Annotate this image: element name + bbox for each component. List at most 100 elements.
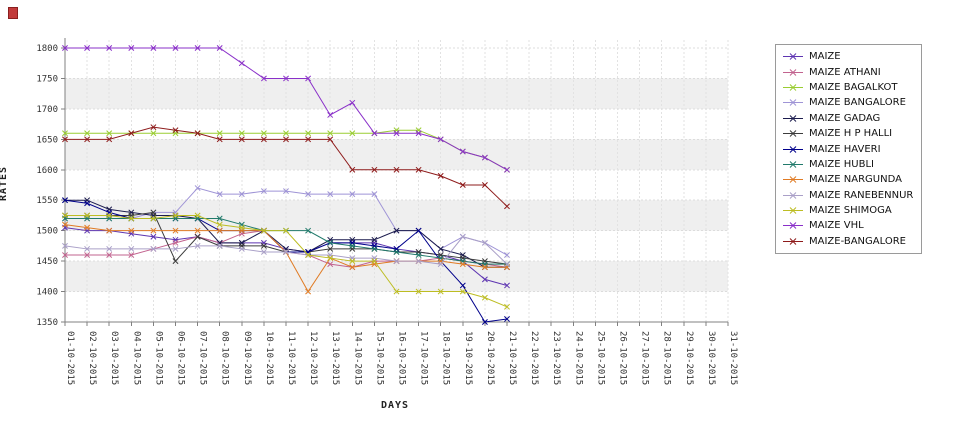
legend-label: MAIZE ATHANI [809,66,881,78]
legend-marker-icon [783,207,803,214]
x-tick-label: 29-10-2015 [684,331,694,385]
legend-marker-icon [783,68,803,76]
x-tick-label: 16-10-2015 [397,331,407,385]
series-marker-x-icon [194,233,201,240]
legend-item-maize-bangalore: MAIZE-BANGALORE [782,234,913,249]
x-tick-label: 02-10-2015 [87,331,97,385]
series-marker-x-icon [150,233,157,240]
series-marker-x-icon [216,227,223,234]
legend-item-maize-shimoga: MAIZE SHIMOGA [782,203,913,218]
x-tick-label: 07-10-2015 [198,331,208,385]
series-marker-x-icon [371,245,378,252]
series-marker-x-icon [84,136,91,143]
series-marker-x-icon [481,294,488,301]
legend-label: MAIZE NARGUNDA [809,174,902,186]
series-marker-x-icon [283,249,289,255]
x-tick-label: 17-10-2015 [419,331,429,385]
legend-marker-icon [783,53,803,61]
series-marker-x-icon [62,130,68,137]
legend-item-maize-ranebennur: MAIZE RANEBENNUR [782,188,913,203]
series-marker-x-icon [216,221,223,228]
series-marker-x-icon [150,245,157,252]
series-marker-x-icon [393,130,400,137]
series-marker-x-icon [150,215,157,222]
series-marker-x-icon [84,212,91,219]
series-marker-x-icon [194,130,201,137]
series-marker-x-icon [305,75,312,82]
series-marker-x-icon [172,258,179,265]
series-marker-x-icon [128,252,135,258]
x-tick-label: 26-10-2015 [618,331,628,385]
series-marker-x-icon [216,130,223,137]
legend-label: MAIZE RANEBENNUR [809,189,914,201]
series-marker-x-icon [260,130,267,137]
series-marker-x-icon [128,45,135,51]
x-tick-label: 04-10-2015 [131,331,141,385]
series-marker-x-icon [260,188,267,195]
y-tick-label: 1400 [36,288,58,298]
series-marker-x-icon [150,130,157,137]
series-marker-x-icon [260,136,267,143]
series-marker-x-icon [84,200,91,207]
series-marker-x-icon [238,191,245,198]
series-marker-x-icon [459,148,466,155]
series-marker-x-icon [172,239,179,246]
legend-label: MAIZE HAVERI [809,143,881,155]
series-marker-x-icon [327,112,334,118]
series-marker-x-icon [504,261,510,268]
series-marker-x-icon [238,130,245,137]
x-tick-label: 14-10-2015 [352,331,362,385]
y-tick-label: 1550 [36,196,58,206]
x-tick-label: 12-10-2015 [308,331,318,385]
series-marker-x-icon [106,45,113,51]
series-marker-x-icon [260,242,267,249]
series-marker-x-icon [305,191,312,198]
x-tick-label: 23-10-2015 [551,331,561,385]
series-marker-x-icon [437,172,444,179]
series-marker-x-icon [393,227,400,234]
x-tick-label: 15-10-2015 [374,331,384,385]
x-tick-label: 21-10-2015 [507,331,517,385]
series-marker-x-icon [194,185,201,191]
series-marker-x-icon [327,191,334,198]
series-marker-x-icon [437,245,444,252]
series-marker-x-icon [84,45,91,51]
series-marker-x-icon [84,130,91,137]
legend-marker-icon [783,161,803,168]
x-tick-label: 03-10-2015 [109,331,119,385]
series-marker-x-icon [62,252,68,258]
series-marker-x-icon [62,45,68,51]
x-tick-label: 01-10-2015 [65,331,75,385]
series-marker-x-icon [349,130,356,137]
series-marker-x-icon [415,166,422,173]
series-marker-x-icon [371,166,378,173]
x-tick-label: 30-10-2015 [706,331,716,385]
series-marker-x-icon [415,130,422,137]
series-marker-x-icon [172,227,179,234]
legend-item-maize-haveri: MAIZE HAVERI [782,141,913,156]
legend-marker-icon [783,222,803,230]
x-tick-label: 27-10-2015 [640,331,650,385]
legend-marker-icon [783,99,803,107]
legend-label: MAIZE SHIMOGA [809,205,892,217]
series-marker-x-icon [238,224,245,231]
series-marker-x-icon [106,227,113,234]
x-axis-title: DAYS [380,400,410,411]
series-marker-x-icon [349,264,356,271]
series-marker-x-icon [150,124,157,131]
series-marker-x-icon [415,288,422,295]
series-marker-x-icon [128,215,135,222]
series-marker-x-icon [238,60,245,67]
legend-item-maize-vhl: MAIZE VHL [782,218,913,233]
series-marker-x-icon [504,252,510,258]
series-marker-x-icon [437,136,444,143]
series-marker-x-icon [106,252,113,258]
legend-label: MAIZE GADAG [809,112,881,124]
y-tick-label: 1450 [36,257,58,267]
series-marker-x-icon [216,242,223,249]
x-tick-label: 28-10-2015 [662,331,672,385]
series-marker-x-icon [260,75,267,82]
series-marker-x-icon [459,182,466,188]
x-tick-label: 18-10-2015 [441,331,451,385]
legend-item-maize-athani: MAIZE ATHANI [782,64,913,79]
